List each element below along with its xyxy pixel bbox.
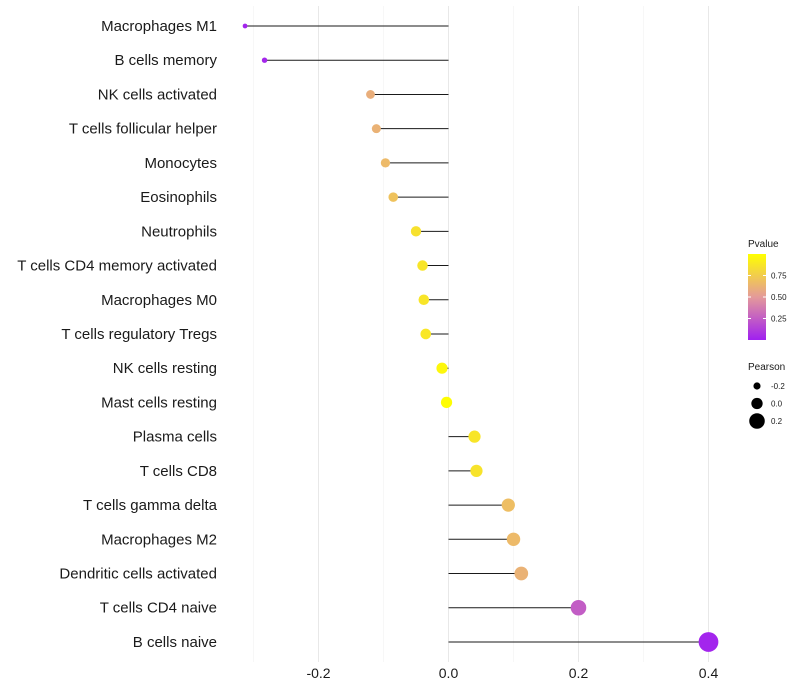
point <box>698 632 719 652</box>
y-axis-label: T cells regulatory Tregs <box>61 326 217 343</box>
point <box>506 532 521 547</box>
color-tick-label: 0.75 <box>771 272 787 281</box>
point <box>501 498 515 512</box>
point <box>470 464 483 477</box>
points <box>242 23 719 652</box>
point <box>388 192 399 202</box>
size-legend-items: -0.2 0.0 0.2 <box>749 382 785 429</box>
y-axis-label: NK cells resting <box>113 360 217 377</box>
x-axis-tick-labels: -0.2 0.0 0.2 0.4 <box>306 665 718 681</box>
y-axis-label: Macrophages M1 <box>101 18 217 35</box>
y-axis-label: T cells follicular helper <box>69 121 217 138</box>
size-legend-dot <box>751 397 763 410</box>
point <box>380 158 391 168</box>
y-axis-label: Neutrophils <box>141 223 217 240</box>
color-tick-label: 0.25 <box>771 315 787 324</box>
color-legend-title: Pvalue <box>748 239 779 250</box>
y-axis-label: Macrophages M2 <box>101 531 217 548</box>
color-bar <box>748 254 766 340</box>
y-axis-label: T cells gamma delta <box>83 497 218 514</box>
y-axis-label: Dendritic cells activated <box>59 566 217 583</box>
y-axis-label: B cells naive <box>133 634 217 651</box>
size-legend-dot <box>749 413 765 429</box>
grid-lines <box>253 6 709 662</box>
y-axis-label: B cells memory <box>114 52 217 69</box>
y-axis-labels: Macrophages M1 B cells memory NK cells act… <box>17 18 217 651</box>
color-legend: Pvalue 0.75 0.50 0.25 <box>748 239 787 340</box>
x-axis-tick-label: 0.4 <box>699 665 719 681</box>
size-legend-label: 0.0 <box>771 400 783 409</box>
size-legend-title: Pearson <box>748 362 785 373</box>
y-axis-label: NK cells activated <box>98 86 217 103</box>
point <box>514 566 529 581</box>
y-axis-label: Monocytes <box>144 155 217 172</box>
color-legend-ticks: 0.75 0.50 0.25 <box>748 272 787 324</box>
point <box>420 328 432 340</box>
y-axis-label: Plasma cells <box>133 429 217 446</box>
point <box>440 396 453 409</box>
size-legend-label: -0.2 <box>771 382 785 391</box>
y-axis-label: Macrophages M0 <box>101 292 217 309</box>
point <box>468 430 481 443</box>
x-axis-tick-label: 0.2 <box>569 665 589 681</box>
y-axis-label: Eosinophils <box>140 189 217 206</box>
size-legend-dot <box>753 382 761 390</box>
point <box>418 294 430 306</box>
y-axis-label: T cells CD4 memory activated <box>17 258 217 275</box>
point <box>242 23 248 29</box>
size-legend: Pearson -0.2 0.0 0.2 <box>748 362 785 429</box>
point <box>366 90 375 99</box>
point <box>436 362 448 374</box>
color-tick-label: 0.50 <box>771 293 787 302</box>
y-axis-label: T cells CD4 naive <box>100 600 217 617</box>
point <box>417 260 428 271</box>
point <box>261 57 268 63</box>
y-axis-label: T cells CD8 <box>140 463 217 480</box>
x-axis-tick-label: -0.2 <box>306 665 330 681</box>
point <box>570 599 587 616</box>
point <box>371 124 381 134</box>
point <box>410 226 422 237</box>
x-axis-tick-label: 0.0 <box>439 665 459 681</box>
size-legend-label: 0.2 <box>771 417 783 426</box>
y-axis-label: Mast cells resting <box>101 394 217 411</box>
stems <box>245 25 709 643</box>
